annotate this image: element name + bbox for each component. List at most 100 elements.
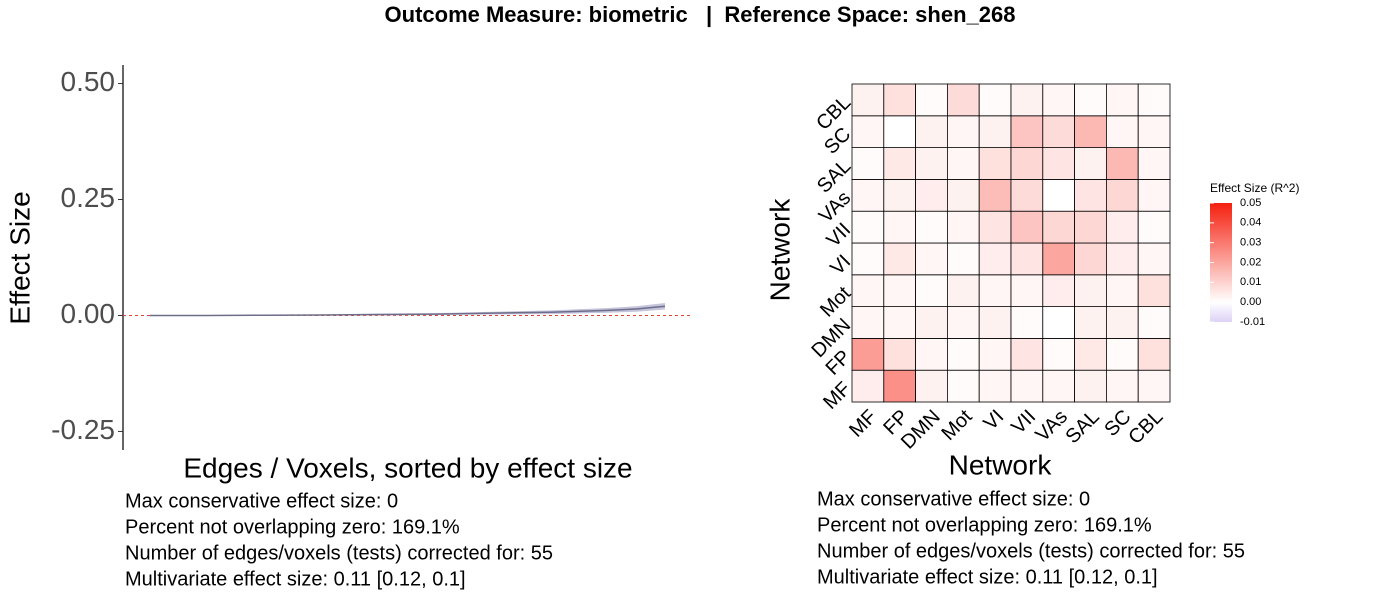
colorbar-tick-label: 0.04 [1240,217,1261,229]
heatmap-cell [883,369,916,403]
heatmap-cell [1042,210,1076,244]
heatmap-cell [1137,306,1171,339]
heatmap-cell [883,337,916,371]
heatmap-cell [915,115,948,149]
heatmap-cell [947,306,980,339]
heatmap-cell [1074,306,1107,339]
y-tick-label: Mot [816,282,855,321]
heatmap-cell [1042,147,1076,180]
heatmap-cell [1106,147,1139,180]
heatmap-cell [883,83,916,117]
heatmap-cell [851,210,885,244]
heatmap-cell [1042,369,1076,403]
note: Max conservative effect size: 0 [125,490,398,512]
heatmap-cell [1074,115,1107,149]
y-tick-label: 0.25 [61,182,116,213]
heatmap-cell [947,115,980,149]
heatmap-cell [915,147,948,180]
heatmap-cell [1042,274,1076,307]
heatmap-cell [1106,306,1139,339]
note: Multivariate effect size: 0.11 [0.12, 0.… [125,568,466,590]
colorbar [1210,203,1232,322]
x-tick-label: MF [845,406,881,442]
heatmap-cell [915,369,948,403]
note: Percent not overlapping zero: 169.1% [817,514,1152,536]
heatmap-cell [978,274,1012,307]
y-axis-title: Network [764,198,795,302]
heatmap-cell [1074,242,1107,276]
heatmap-cell [1010,242,1044,276]
heatmap-cell [1137,369,1171,403]
note: Percent not overlapping zero: 169.1% [125,516,460,538]
heatmap-cell [1106,115,1139,149]
y-tick-label: SAL [813,155,855,197]
y-tick-label: CBL [812,92,855,135]
heatmap-cell [978,337,1012,371]
heatmap-cell [915,210,948,244]
heatmap-cell [1137,178,1171,212]
heatmap-cell [1074,274,1107,307]
y-tick-label: MF [819,378,855,414]
y-tick-label: 0.50 [61,66,116,97]
heatmap-cell [1106,210,1139,244]
heatmap-cell [915,83,948,117]
heatmap-cell [1074,147,1107,180]
x-tick-label: Mot [937,405,976,444]
heatmap-cell [1137,274,1171,307]
heatmap-cell [851,306,885,339]
heatmap-cell [883,306,916,339]
heatmap-cell [978,83,1012,117]
heatmap-cell [851,115,885,149]
heatmap-cell [1137,242,1171,276]
heatmap-cell [851,242,885,276]
heatmap-cell [883,210,916,244]
heatmap-cell [947,369,980,403]
heatmap-cell [1106,83,1139,117]
heatmap-cell [883,147,916,180]
heatmap-cell [1042,178,1076,212]
x-axis-title: Network [949,449,1053,480]
heatmap-cell [947,242,980,276]
heatmap-cell [915,337,948,371]
heatmap-cell [1010,210,1044,244]
heatmap-cell [851,147,885,180]
heatmap-cell [1106,242,1139,276]
heatmap-cell [851,369,885,403]
heatmap-cell [978,210,1012,244]
heatmap-cell [1074,178,1107,212]
heatmap-cell [851,83,885,117]
heatmap-cell [947,83,980,117]
heatmap-cell [1106,369,1139,403]
heatmap-cell [1074,83,1107,117]
heatmap-cell [883,178,916,212]
heatmap-cell [1010,369,1044,403]
heatmap-cell [915,274,948,307]
colorbar-title: Effect Size (R^2) [1210,181,1299,195]
heatmap-cell [1106,274,1139,307]
heatmap-cell [1010,147,1044,180]
heatmap-cell [883,242,916,276]
heatmap-cell [1137,337,1171,371]
heatmap-cell [947,274,980,307]
heatmap-cell [883,115,916,149]
note: Number of edges/voxels (tests) corrected… [817,540,1245,562]
heatmap-cell [1042,337,1076,371]
colorbar-tick-label: 0.00 [1240,296,1261,308]
heatmap-cell [915,242,948,276]
heatmap-cell [1074,369,1107,403]
colorbar-tick-label: 0.01 [1240,276,1261,288]
x-tick-label: VAs [1032,406,1072,446]
heatmap-cell [1010,178,1044,212]
heatmap-cell [1010,274,1044,307]
note: Multivariate effect size: 0.11 [0.12, 0.… [817,566,1158,588]
heatmap-cell [1010,306,1044,339]
heatmap-cell [851,274,885,307]
colorbar-tick-label: 0.05 [1240,197,1261,209]
x-tick-label: SAL [1061,406,1103,448]
heatmap-cell [1010,115,1044,149]
x-tick-label: CBL [1124,406,1167,449]
heatmap-cell [1074,210,1107,244]
y-tick-label: VI [826,251,855,280]
heatmap-cell [915,178,948,212]
